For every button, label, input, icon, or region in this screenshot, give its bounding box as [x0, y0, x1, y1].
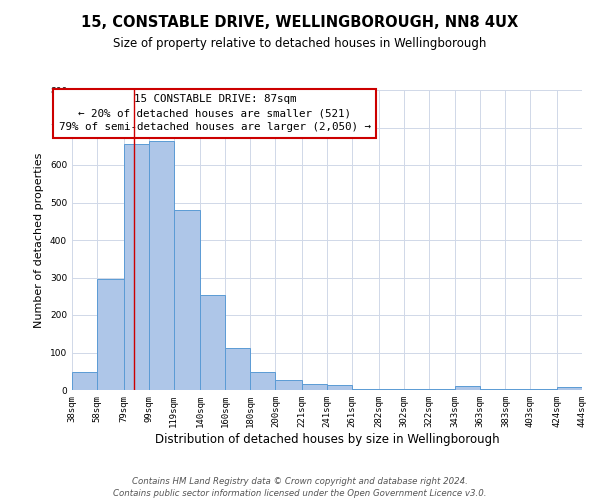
Bar [530, 389, 557, 390]
Y-axis label: Number of detached properties: Number of detached properties [34, 152, 44, 328]
Bar [480, 389, 505, 390]
Bar [275, 380, 302, 390]
Bar [72, 372, 97, 390]
Bar [124, 144, 149, 390]
Bar [352, 389, 379, 390]
Bar [174, 210, 200, 390]
Bar [379, 389, 404, 390]
Bar [225, 348, 250, 390]
Bar [455, 386, 480, 390]
Text: Contains HM Land Registry data © Crown copyright and database right 2024.
Contai: Contains HM Land Registry data © Crown c… [113, 476, 487, 498]
Bar [557, 387, 582, 390]
Bar [200, 295, 225, 390]
Bar [505, 389, 530, 390]
Bar [429, 389, 455, 390]
Bar [97, 280, 124, 390]
X-axis label: Distribution of detached houses by size in Wellingborough: Distribution of detached houses by size … [155, 432, 499, 446]
Bar [327, 385, 352, 390]
Bar [250, 372, 275, 390]
Bar [404, 389, 429, 390]
Text: 15, CONSTABLE DRIVE, WELLINGBOROUGH, NN8 4UX: 15, CONSTABLE DRIVE, WELLINGBOROUGH, NN8… [82, 15, 518, 30]
Bar [149, 140, 174, 390]
Bar [302, 384, 327, 390]
Text: 15 CONSTABLE DRIVE: 87sqm
← 20% of detached houses are smaller (521)
79% of semi: 15 CONSTABLE DRIVE: 87sqm ← 20% of detac… [59, 94, 371, 132]
Text: Size of property relative to detached houses in Wellingborough: Size of property relative to detached ho… [113, 38, 487, 51]
